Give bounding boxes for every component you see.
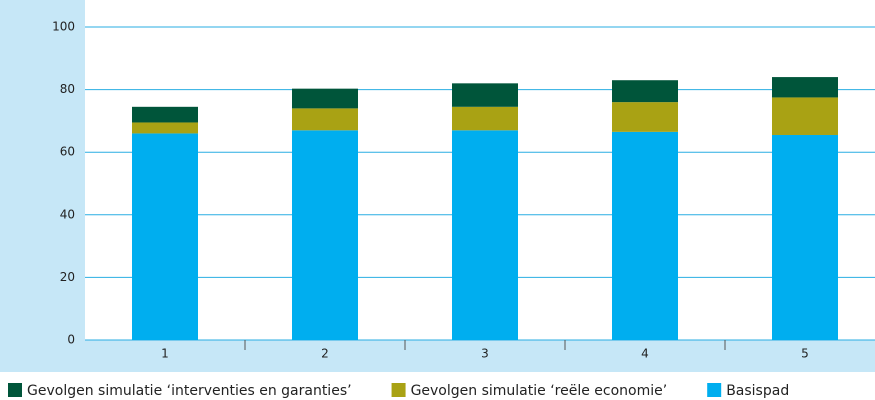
x-axis-band [0, 340, 875, 372]
legend-label: Gevolgen simulatie ‘interventies en gara… [27, 383, 352, 399]
y-tick-label: 0 [67, 333, 75, 347]
legend-swatch [8, 383, 22, 397]
y-tick-label: 60 [60, 145, 75, 159]
x-tick-label: 1 [161, 347, 169, 361]
bar-segment [772, 77, 838, 98]
bar-segment [452, 106, 518, 131]
legend-swatch [707, 383, 722, 397]
x-tick-label: 2 [321, 347, 329, 361]
y-tick-label: 100 [52, 20, 75, 34]
bar-segment [292, 88, 358, 109]
x-tick-label: 5 [801, 347, 809, 361]
bar-segment [132, 106, 198, 123]
y-tick-label: 20 [60, 270, 75, 284]
bar-segment [772, 97, 838, 135]
bar-segment [772, 134, 838, 340]
bar-segment [132, 122, 198, 134]
x-tick-label: 4 [641, 347, 649, 361]
bar-segment [292, 130, 358, 340]
bar-segment [612, 102, 678, 132]
y-axis-band [0, 0, 85, 372]
y-tick-label: 40 [60, 207, 75, 221]
bar-segment [452, 130, 518, 340]
bar-segment [612, 80, 678, 103]
legend-swatch [391, 383, 406, 397]
x-tick-label: 3 [481, 347, 489, 361]
legend-label: Gevolgen simulatie ‘reële economie’ [411, 383, 668, 399]
legend-label: Basispad [726, 383, 789, 399]
bar-segment [452, 83, 518, 107]
y-tick-label: 80 [60, 82, 75, 96]
bar-segment [612, 131, 678, 340]
bar-segment [132, 133, 198, 340]
bar-segment [292, 108, 358, 131]
